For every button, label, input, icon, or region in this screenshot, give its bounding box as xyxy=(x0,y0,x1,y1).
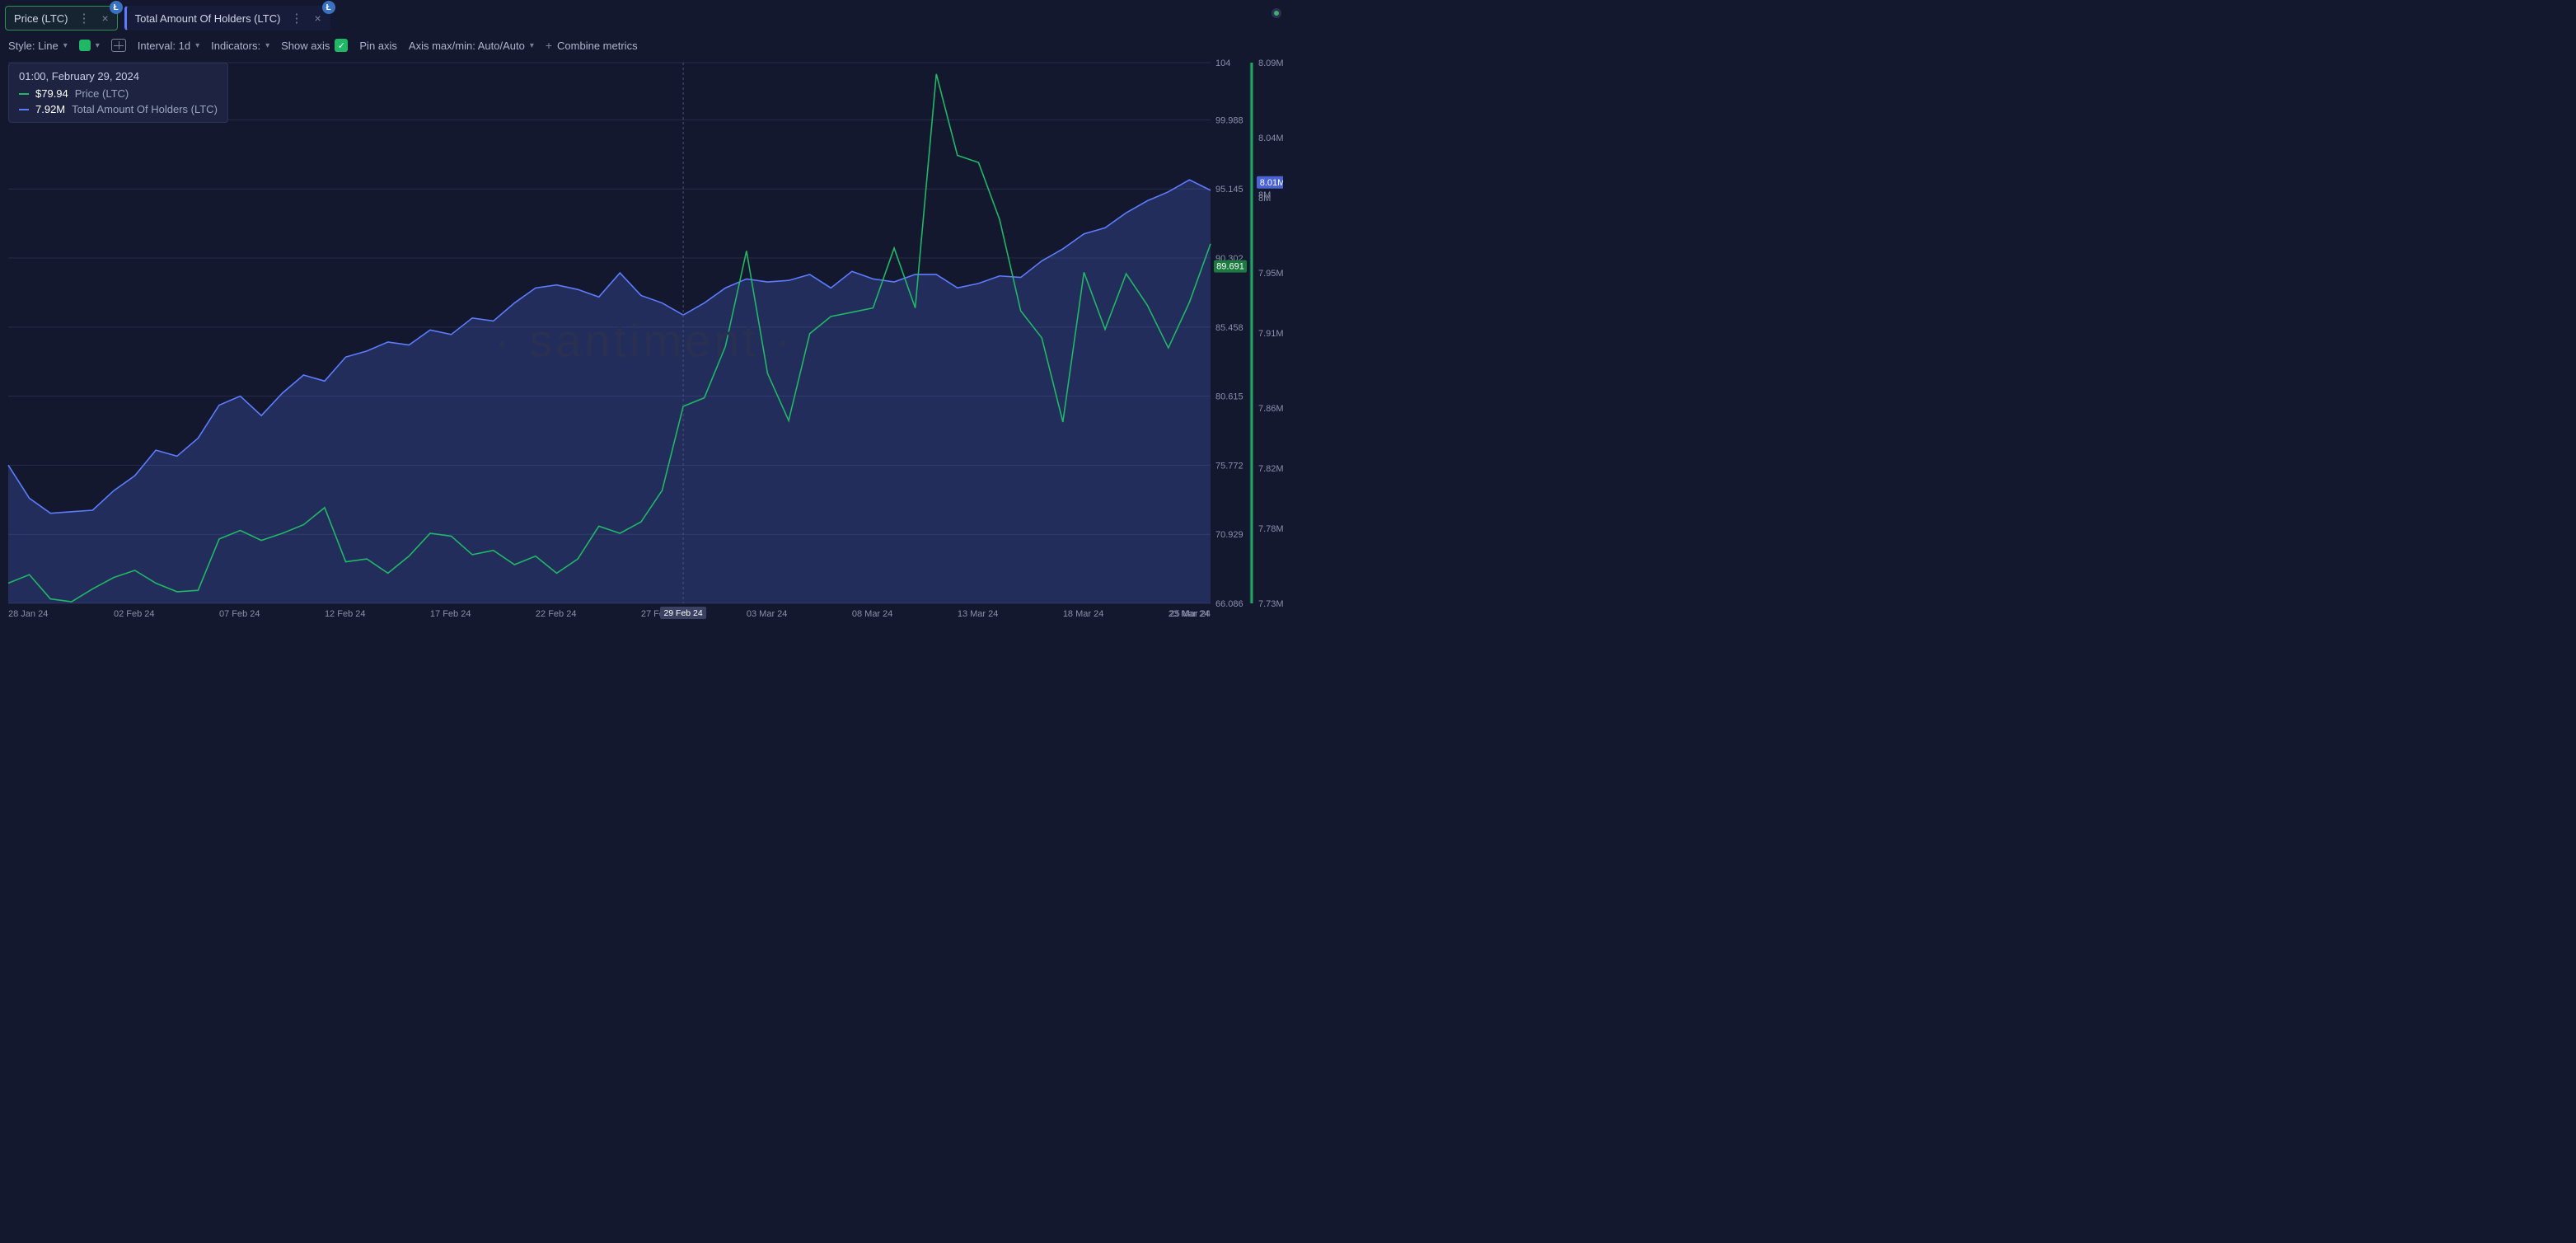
chart-toolbar: Style: Line ▾ ▾ Interval: 1d ▾ Indicator… xyxy=(0,31,1288,59)
connection-status-icon xyxy=(1272,8,1281,18)
tab-label: Price (LTC) xyxy=(14,12,68,25)
svg-text:02 Feb 24: 02 Feb 24 xyxy=(114,609,155,619)
axis-minmax-label: Axis max/min: Auto/Auto xyxy=(409,40,525,52)
tab-label: Total Amount Of Holders (LTC) xyxy=(135,12,281,25)
legend-dash-icon xyxy=(19,93,29,95)
chart-svg[interactable]: 28 Jan 24 02 Feb 24 07 Feb 24 12 Feb 24 17 F… xyxy=(5,59,1283,622)
svg-text:7.78M: 7.78M xyxy=(1258,524,1283,534)
indicators-label: Indicators: xyxy=(211,40,260,52)
svg-text:03 Mar 24: 03 Mar 24 xyxy=(747,609,788,619)
svg-text:28 Jan 24: 28 Jan 24 xyxy=(8,609,48,619)
axis-minmax-selector[interactable]: Axis max/min: Auto/Auto ▾ xyxy=(409,40,534,52)
tab-price[interactable]: Price (LTC) ⋮ × Ł xyxy=(5,6,118,30)
style-label: Style: Line xyxy=(8,40,59,52)
interval-label: Interval: 1d xyxy=(138,40,190,52)
svg-text:80.615: 80.615 xyxy=(1215,392,1244,402)
check-icon: ✓ xyxy=(335,39,348,52)
svg-text:75.772: 75.772 xyxy=(1215,461,1244,471)
kebab-icon[interactable]: ⋮ xyxy=(74,11,93,26)
tooltip-timestamp: 01:00, February 29, 2024 xyxy=(19,70,218,82)
chevron-down-icon: ▾ xyxy=(63,41,68,50)
svg-text:8.01M: 8.01M xyxy=(1260,178,1283,188)
chevron-down-icon: ▾ xyxy=(265,41,269,50)
chevron-down-icon: ▾ xyxy=(530,41,534,50)
svg-text:66.086: 66.086 xyxy=(1215,599,1244,609)
pin-axis-toggle[interactable]: Pin axis xyxy=(359,40,397,52)
indicators-selector[interactable]: Indicators: ▾ xyxy=(211,40,269,52)
svg-text:25 Mar 24: 25 Mar 24 xyxy=(1169,609,1211,619)
svg-text:7.73M: 7.73M xyxy=(1258,599,1283,609)
svg-text:104: 104 xyxy=(1215,59,1230,68)
svg-text:7.95M: 7.95M xyxy=(1258,269,1283,279)
svg-text:18 Mar 24: 18 Mar 24 xyxy=(1063,609,1104,619)
metric-tabs: Price (LTC) ⋮ × Ł Total Amount Of Holder… xyxy=(0,0,1288,31)
tooltip-value: 7.92M xyxy=(35,103,65,115)
coin-badge-icon: Ł xyxy=(110,1,123,14)
series-color-selector[interactable]: ▾ xyxy=(79,40,100,51)
show-axis-label: Show axis xyxy=(281,40,330,52)
tooltip-value: $79.94 xyxy=(35,87,68,100)
svg-text:22 Feb 24: 22 Feb 24 xyxy=(536,609,577,619)
legend-dash-icon xyxy=(19,109,29,110)
kebab-icon[interactable]: ⋮ xyxy=(287,11,306,26)
svg-text:13 Mar 24: 13 Mar 24 xyxy=(958,609,999,619)
color-swatch-icon xyxy=(79,40,91,51)
pin-axis-label: Pin axis xyxy=(359,40,397,52)
svg-text:29 Feb 24: 29 Feb 24 xyxy=(663,608,702,618)
chart-container: · santiment · 28 Jan 2402 Feb 2407 Feb 2… xyxy=(5,59,1283,622)
svg-text:17 Feb 24: 17 Feb 24 xyxy=(430,609,471,619)
chart-tooltip: 01:00, February 29, 2024 $79.94 Price (L… xyxy=(8,63,228,123)
app-root: Price (LTC) ⋮ × Ł Total Amount Of Holder… xyxy=(0,0,1288,622)
tooltip-row: $79.94 Price (LTC) xyxy=(19,87,218,100)
coin-badge-icon: Ł xyxy=(322,1,335,14)
svg-text:08 Mar 24: 08 Mar 24 xyxy=(852,609,893,619)
axis-icon xyxy=(111,39,126,52)
svg-text:99.988: 99.988 xyxy=(1215,115,1244,125)
svg-text:12 Feb 24: 12 Feb 24 xyxy=(325,609,366,619)
svg-text:8.09M: 8.09M xyxy=(1258,59,1283,68)
svg-text:7.86M: 7.86M xyxy=(1258,404,1283,414)
chevron-down-icon: ▾ xyxy=(195,41,199,50)
svg-text:89.691: 89.691 xyxy=(1216,262,1244,272)
svg-text:70.929: 70.929 xyxy=(1215,530,1244,540)
interval-selector[interactable]: Interval: 1d ▾ xyxy=(138,40,199,52)
chevron-down-icon: ▾ xyxy=(96,41,100,50)
svg-text:7.91M: 7.91M xyxy=(1258,329,1283,339)
combine-metrics-button[interactable]: + Combine metrics xyxy=(546,39,638,52)
svg-text:8.04M: 8.04M xyxy=(1258,134,1283,143)
close-icon[interactable]: × xyxy=(100,12,110,25)
svg-text:8M: 8M xyxy=(1258,190,1271,200)
tab-holders[interactable]: Total Amount Of Holders (LTC) ⋮ × Ł xyxy=(124,6,330,30)
style-selector[interactable]: Style: Line ▾ xyxy=(8,40,68,52)
tooltip-label: Total Amount Of Holders (LTC) xyxy=(72,103,218,115)
svg-text:07 Feb 24: 07 Feb 24 xyxy=(219,609,260,619)
show-axis-toggle[interactable]: Show axis ✓ xyxy=(281,39,348,52)
svg-text:95.145: 95.145 xyxy=(1215,185,1244,195)
tooltip-label: Price (LTC) xyxy=(75,87,129,100)
combine-label: Combine metrics xyxy=(557,40,638,52)
tooltip-row: 7.92M Total Amount Of Holders (LTC) xyxy=(19,103,218,115)
svg-text:7.82M: 7.82M xyxy=(1258,464,1283,474)
svg-text:85.458: 85.458 xyxy=(1215,323,1244,333)
axis-tool[interactable] xyxy=(111,39,126,52)
plus-icon: + xyxy=(546,39,552,52)
close-icon[interactable]: × xyxy=(312,12,322,25)
